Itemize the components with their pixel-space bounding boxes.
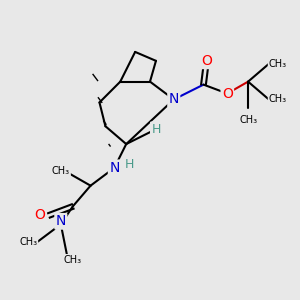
Text: N: N bbox=[169, 92, 179, 106]
Text: N: N bbox=[56, 214, 66, 228]
Text: CH₃: CH₃ bbox=[52, 166, 70, 176]
Text: CH₃: CH₃ bbox=[239, 115, 257, 125]
Text: CH₃: CH₃ bbox=[269, 59, 287, 69]
Text: H: H bbox=[124, 158, 134, 171]
Text: H: H bbox=[151, 123, 160, 136]
Text: O: O bbox=[34, 208, 46, 222]
Text: N: N bbox=[109, 161, 119, 175]
Text: CH₃: CH₃ bbox=[19, 237, 37, 247]
Text: O: O bbox=[201, 54, 212, 68]
Text: CH₃: CH₃ bbox=[269, 94, 287, 104]
Text: O: O bbox=[222, 86, 233, 100]
Text: CH₃: CH₃ bbox=[64, 255, 82, 265]
